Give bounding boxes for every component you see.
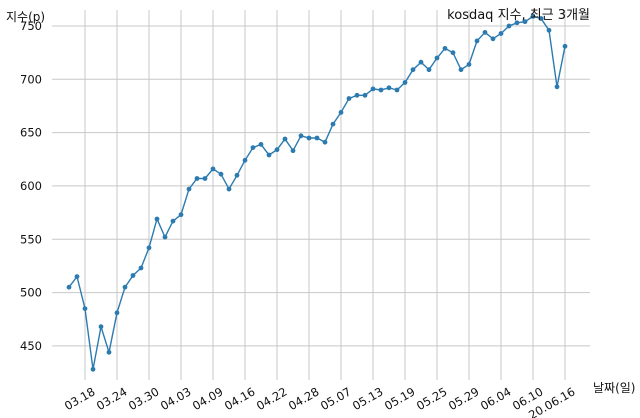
data-point <box>474 38 480 44</box>
data-point <box>290 148 296 154</box>
data-point <box>562 43 568 49</box>
x-tick-labels: 03.1803.2403.3004.0304.0904.1604.2204.28… <box>62 384 578 418</box>
data-point <box>458 67 464 73</box>
data-point <box>370 86 376 92</box>
x-tick-label: 05.07 <box>318 384 354 413</box>
data-point <box>282 136 288 142</box>
data-point <box>434 55 440 61</box>
data-point <box>258 142 264 147</box>
y-axis-label: 지수(p) <box>6 10 45 24</box>
data-point <box>410 67 416 73</box>
data-point <box>378 87 384 93</box>
x-tick-label: 04.09 <box>190 384 226 413</box>
x-tick-label: 04.28 <box>286 384 322 413</box>
data-point <box>450 50 456 56</box>
data-point <box>330 121 336 127</box>
data-point <box>338 110 344 115</box>
data-point <box>274 147 280 153</box>
data-point <box>506 23 512 29</box>
data-point <box>386 85 392 91</box>
data-point <box>106 349 112 355</box>
data-point <box>538 16 544 21</box>
series-points <box>66 14 568 372</box>
data-point <box>66 284 72 290</box>
x-tick-label: 03.18 <box>62 384 98 413</box>
data-point <box>250 145 256 151</box>
x-tick-label: 04.22 <box>254 384 290 413</box>
data-point <box>418 59 424 65</box>
data-point <box>514 20 520 26</box>
x-tick-label: 05.19 <box>382 384 418 413</box>
data-point <box>82 306 88 311</box>
data-point <box>490 36 496 42</box>
data-point <box>74 274 80 279</box>
data-point <box>266 152 272 158</box>
data-point <box>202 176 208 181</box>
data-point <box>442 46 448 51</box>
data-point <box>234 172 240 178</box>
data-point <box>138 265 144 271</box>
data-point <box>482 30 488 35</box>
data-point <box>194 176 200 181</box>
y-tick-label: 550 <box>20 232 42 246</box>
data-point <box>90 366 96 372</box>
x-tick-label: 03.24 <box>94 384 130 413</box>
data-point <box>98 324 104 330</box>
data-point <box>314 135 320 141</box>
grid-lines <box>52 10 590 380</box>
x-tick-label: 03.30 <box>126 384 162 413</box>
data-point <box>394 87 400 93</box>
x-tick-label: 04.03 <box>158 384 194 413</box>
data-point <box>170 218 176 224</box>
y-tick-labels: 450 500 550 600 650 700 750 <box>20 19 42 353</box>
data-point <box>466 62 472 67</box>
data-point <box>226 186 232 192</box>
x-tick-label: 05.29 <box>446 384 482 413</box>
x-axis-label: 날짜(일) <box>593 381 635 395</box>
x-tick-label: 04.16 <box>222 384 258 413</box>
data-point <box>322 139 328 145</box>
data-point <box>154 216 160 222</box>
data-point <box>354 92 360 98</box>
x-tick-label: 05.25 <box>414 384 450 413</box>
data-point <box>122 284 128 290</box>
data-point <box>426 67 432 73</box>
data-point <box>130 273 136 278</box>
y-tick-label: 500 <box>20 286 42 300</box>
data-point <box>498 31 504 36</box>
y-tick-label: 750 <box>20 19 42 33</box>
x-tick-label: 05.13 <box>350 384 386 413</box>
data-point <box>346 96 352 101</box>
data-point <box>530 14 536 19</box>
data-point <box>114 310 120 316</box>
data-point <box>522 19 528 25</box>
data-point <box>162 234 168 240</box>
data-point <box>306 135 312 141</box>
y-tick-label: 650 <box>20 126 42 140</box>
data-point <box>362 92 368 98</box>
data-point <box>242 157 248 163</box>
data-point <box>146 245 152 251</box>
data-point <box>298 133 304 139</box>
data-point <box>546 27 552 33</box>
data-point <box>218 171 224 177</box>
y-tick-label: 450 <box>20 339 42 353</box>
data-point <box>554 84 560 90</box>
series-line <box>68 15 566 370</box>
data-point <box>178 212 184 218</box>
x-tick-label: 06.04 <box>478 384 514 413</box>
data-point <box>402 80 408 85</box>
data-point <box>186 186 192 192</box>
data-point <box>210 166 216 172</box>
y-tick-label: 600 <box>20 179 42 193</box>
y-tick-label: 700 <box>20 72 42 86</box>
chart-title: kosdaq 지수, 최근 3개월 <box>447 8 590 23</box>
